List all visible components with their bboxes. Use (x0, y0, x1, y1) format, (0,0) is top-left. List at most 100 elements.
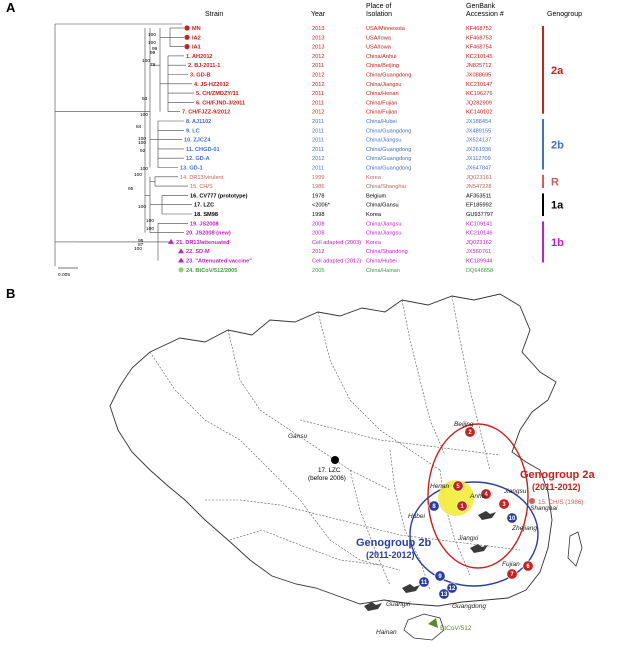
btcov-bat-icon (428, 618, 438, 628)
strain-accession: KC196276 (466, 91, 492, 97)
strain-place: China/Gansu (366, 203, 399, 209)
genogroup-strain-number: 4 (484, 492, 488, 498)
label-jiangxi: Jiangxi (457, 535, 479, 542)
strain-place: China/Jiangsu (366, 231, 401, 237)
strain-place: Korea (366, 212, 382, 218)
strain-place: China/Hainan (366, 268, 400, 274)
strain-place: China/Fujian (366, 100, 397, 106)
strain-accession: JQ282909 (466, 100, 492, 106)
strain-row: 7. CH/FJZZ-9/2012 2012 China/Fujian KC14010… (182, 110, 492, 116)
strain-accession: JQ023162 (466, 240, 492, 246)
strain-name: 20. JS2008 (new) (186, 231, 231, 237)
genogroup-strain-marker (456, 500, 468, 512)
label-beijing: Beijing (454, 421, 474, 428)
strain-year: 2011 (312, 100, 324, 106)
strain-accession: JX261936 (466, 147, 491, 153)
genogroup-2a-title: Genogroup 2a (520, 469, 595, 481)
strain-accession: JX560761 (466, 249, 491, 255)
strain-accession: KC210147 (466, 82, 492, 88)
strain-row: 22. SD-M 2012 China/Shandong JX560761 (178, 248, 491, 255)
strain-accession: KC210146 (466, 231, 492, 237)
header-place-line1: Place of (366, 3, 391, 10)
genogroup-label: R (551, 176, 559, 188)
bootstrap-labels: 1001009999100796310084100100921001009510… (128, 32, 158, 252)
strain-row: MN 2013 USA/Minnesota KF468752 (184, 25, 492, 32)
genogroup-strain-marker (506, 512, 518, 524)
strain-row: 12. GD-A 2012 China/Guangdong JX112709 (186, 156, 491, 162)
chs-label: 15. CH/S (1986) (538, 499, 584, 506)
genogroup-strain-number: 11 (421, 580, 428, 586)
strain-triangle-marker (178, 248, 184, 254)
strain-place: USA/Iowa (366, 45, 392, 51)
bootstrap-value: 100 (140, 166, 148, 172)
strain-row: 20. JS2008 (new) 2008 China/Jiangsu KC21014… (186, 231, 492, 237)
strain-accession: JN547228 (466, 184, 492, 190)
strain-accession: JX188454 (466, 119, 491, 125)
strain-row: IA2 2013 USA/Iowa KF468753 (184, 34, 492, 41)
china-outline (109, 293, 557, 607)
strain-place: China/Jiangsu (366, 138, 401, 144)
strain-place: China/Jiangsu (366, 221, 401, 227)
taiwan-island (567, 531, 583, 567)
genogroup-strain-marker (464, 426, 476, 438)
strain-name: MN (192, 26, 201, 32)
strain-name: 11. CHGD-01 (186, 147, 220, 153)
genogroup-strain-number: 1 (460, 504, 464, 510)
strain-circle-marker (178, 267, 184, 273)
strain-name: 4. JS-HZ2012 (194, 82, 229, 88)
strain-row: 16. CV777 (prototype) 1978 Belgium AF353511 (190, 193, 491, 199)
strain-year: 2012 (312, 82, 324, 88)
strain-triangle-marker (178, 257, 184, 263)
genogroup-strain-number: 2 (468, 430, 472, 436)
genogroup-strain-marker (428, 500, 440, 512)
strain-place: China/Shanghai (366, 184, 406, 190)
strain-accession: JX489155 (466, 128, 491, 134)
pig-icons (364, 511, 496, 611)
strain-row: 17. LZC <2006* China/Gansu EF185992 (194, 203, 492, 209)
strain-accession: JX524137 (466, 138, 491, 144)
label-jiangsu: Jiangsu (503, 488, 527, 495)
label-gansu: Gansu (288, 433, 308, 440)
strain-accession: KF468754 (466, 45, 492, 51)
bootstrap-value: 100 (134, 246, 142, 252)
strain-name: 24. BtCoV/512/2005 (186, 268, 237, 274)
strain-place: China/Guangdong (366, 166, 411, 172)
hainan-island (403, 613, 445, 641)
genogroup-strain-number: 7 (510, 572, 514, 578)
label-fujian: Fujian (502, 561, 520, 568)
strain-row: 3. GD-B 2012 China/Guangdong JX088695 (190, 73, 491, 79)
strain-name: 2. BJ-2011-1 (188, 63, 220, 69)
bootstrap-value: 100 (138, 136, 146, 142)
genogroup-strain-marker (498, 498, 510, 510)
strain-name: IA1 (192, 45, 201, 51)
strain-name: 12. GD-A (186, 156, 210, 162)
genogroup-bars: 2a 2b R 1a 1b (542, 26, 564, 263)
bootstrap-value: 100 (146, 218, 154, 224)
strain-year: 2011 (312, 91, 324, 97)
genogroup-2b-years: (2011-2012) (366, 550, 415, 560)
bootstrap-value: 100 (146, 226, 154, 232)
strain-accession: JN825712 (466, 63, 492, 69)
strain-circle-marker (184, 25, 190, 31)
genogroup-strain-number: 3 (502, 502, 506, 508)
strain-year: 1986 (312, 184, 324, 190)
strain-row: 18. SM98 1998 Korea GU937797 (194, 212, 493, 218)
header-genogroup: Genogroup (547, 11, 582, 18)
strain-place: China/Henan (366, 91, 399, 97)
panel-b-letter: B (6, 286, 15, 301)
genogroup-label: 1a (551, 200, 564, 212)
strain-year: 2008 (312, 231, 324, 237)
bootstrap-value: 100 (148, 40, 156, 46)
genogroup-label: 2a (551, 65, 564, 77)
strain-name: 23. "Attenuated vaccine" (186, 259, 252, 265)
bootstrap-value: 100 (140, 112, 148, 118)
strain-accession: KF468752 (466, 26, 492, 32)
strain-row: 4. JS-HZ2012 2012 China/Jiangsu KC210147 (194, 82, 492, 88)
strain-accession: KF468753 (466, 35, 492, 41)
strain-name: IA2 (192, 35, 201, 41)
lzc-marker (331, 456, 339, 464)
province-borders (149, 295, 521, 591)
bootstrap-value: 79 (150, 62, 156, 68)
strain-year: 2011 (312, 138, 324, 144)
chs-marker (529, 498, 535, 504)
